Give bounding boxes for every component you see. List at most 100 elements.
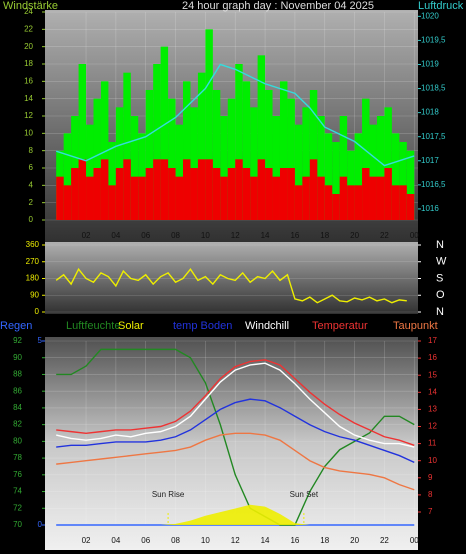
wind-bar	[250, 107, 258, 220]
x-tick-label: 12	[231, 536, 240, 545]
y2-tick-label: 1016,5	[421, 180, 446, 189]
panel-direction-bg	[45, 242, 418, 314]
y2-tick-label: 1016	[421, 204, 439, 213]
wind-bar	[227, 98, 236, 220]
y-tick-label: 82	[13, 420, 22, 429]
x-tick-label: 12	[231, 231, 240, 240]
wind-bar	[205, 29, 213, 221]
y3-tick-label: 0	[38, 520, 43, 529]
y2-tick-label: S	[436, 272, 443, 284]
wind-bar	[362, 168, 370, 220]
legend-entry: Temperatur	[312, 320, 368, 332]
y-tick-label: 2	[29, 198, 34, 207]
y2-tick-label: 1019,5	[421, 36, 446, 45]
series-line	[55, 63, 415, 167]
y-tick-label: 86	[13, 386, 22, 395]
wind-bar	[302, 176, 310, 220]
wind-bar	[78, 64, 87, 220]
y-tick-label: 6	[29, 163, 34, 172]
y-tick-label: 0	[29, 215, 34, 224]
y2-tick-label: 1019	[421, 60, 439, 69]
series-line	[56, 359, 415, 446]
y-tick-label: 12	[24, 111, 33, 120]
wind-bar	[78, 159, 87, 220]
wind-bar	[362, 98, 370, 220]
y-tick-label: 80	[13, 436, 22, 445]
x-tick-label: 14	[261, 231, 270, 240]
wind-bar	[138, 133, 146, 220]
wind-bar	[123, 159, 131, 220]
series-line	[55, 267, 407, 304]
wind-bar	[183, 159, 191, 220]
wind-bar	[339, 116, 348, 220]
y-tick-label: 8	[29, 146, 34, 155]
series-line	[56, 348, 415, 526]
x-tick-label: 10	[201, 231, 210, 240]
wind-bar	[406, 150, 415, 220]
x-tick-label: 20	[350, 231, 359, 240]
x-tick-label: 22	[380, 536, 389, 545]
wind-bar	[160, 46, 169, 220]
wind-bar	[86, 124, 94, 220]
wind-bar	[279, 168, 288, 220]
y2-tick-label: 12	[428, 422, 437, 431]
y-tick-label: 92	[13, 336, 22, 345]
wind-bar	[220, 176, 228, 220]
wind-bar	[108, 142, 116, 220]
wind-bar	[257, 55, 266, 221]
wind-bar	[317, 116, 325, 220]
wind-bar	[265, 168, 273, 220]
wind-bar	[168, 98, 176, 220]
wind-bar	[175, 176, 184, 220]
y-tick-label: 74	[13, 487, 22, 496]
y-tick-label: 270	[26, 257, 40, 266]
legend-entry: Taupunkt	[393, 320, 438, 332]
wind-bar	[302, 107, 310, 220]
y-axis-title: Windstärke	[3, 0, 58, 12]
wind-bar	[220, 116, 228, 220]
x-tick-label: 20	[350, 536, 359, 545]
wind-bar	[93, 168, 101, 220]
annotation: Sun Rise	[152, 490, 185, 499]
wind-bar	[369, 124, 377, 220]
x-tick-label: 18	[320, 231, 329, 240]
y2-tick-label: O	[436, 289, 445, 301]
y2-tick-label: 1018,5	[421, 84, 446, 93]
wind-bar	[294, 185, 303, 220]
x-tick-label: 00	[410, 231, 419, 240]
x-tick-label: 02	[82, 231, 91, 240]
wind-bar	[257, 159, 266, 220]
y-tick-label: 360	[26, 240, 40, 249]
y2-tick-label: 1018	[421, 108, 439, 117]
y-tick-label: 22	[24, 24, 33, 33]
wind-bar	[406, 194, 415, 220]
legend-entry: Luftfeuchte	[66, 320, 120, 332]
wind-bar	[63, 133, 72, 220]
y2-tick-label: W	[436, 256, 447, 268]
wind-bar	[115, 168, 124, 220]
y2-tick-label: 9	[428, 473, 433, 482]
wind-bar	[279, 81, 288, 220]
wind-bar	[63, 185, 72, 220]
y-tick-label: 16	[24, 76, 33, 85]
wind-bar	[272, 176, 280, 220]
y2-axis-title: Luftdruck	[418, 0, 464, 12]
wind-bar	[86, 176, 94, 220]
wind-bar	[309, 90, 318, 220]
wind-bar	[175, 124, 184, 220]
y-tick-label: 76	[13, 470, 22, 479]
wind-bar	[339, 176, 348, 220]
y2-tick-label: 1017	[421, 156, 439, 165]
wind-bar	[93, 98, 101, 220]
wind-bar	[272, 116, 280, 220]
wind-bar	[235, 64, 243, 220]
y2-tick-label: 1020	[421, 11, 439, 20]
y2-tick-label: 16	[428, 353, 437, 362]
wind-bar	[168, 168, 176, 220]
y-tick-label: 24	[24, 7, 33, 16]
x-tick-label: 08	[171, 536, 180, 545]
wind-bar	[399, 142, 407, 220]
y2-tick-label: 10	[428, 456, 437, 465]
wind-bar	[384, 168, 392, 220]
